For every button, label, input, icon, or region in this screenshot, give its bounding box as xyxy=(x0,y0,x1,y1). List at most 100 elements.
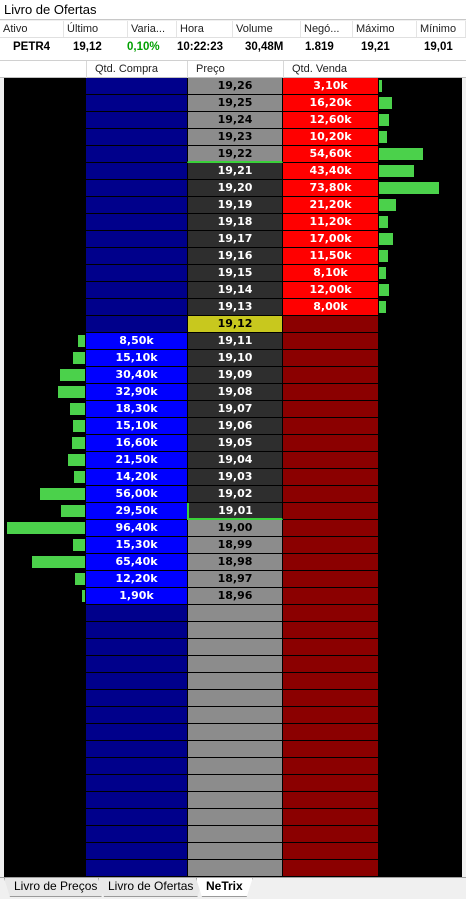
book-row[interactable] xyxy=(4,639,462,656)
sell-qty-cell[interactable] xyxy=(283,486,378,503)
price-cell[interactable]: 19,23 xyxy=(187,129,283,146)
buy-qty-cell[interactable] xyxy=(86,758,187,775)
price-cell[interactable] xyxy=(187,673,283,690)
sell-qty-cell[interactable] xyxy=(283,350,378,367)
buy-qty-cell[interactable]: 15,30k xyxy=(86,537,187,554)
price-cell[interactable]: 19,13 xyxy=(187,299,283,316)
book-row[interactable]: 65,40k 18,98 xyxy=(4,554,462,571)
sell-qty-cell[interactable] xyxy=(283,537,378,554)
price-cell[interactable]: 19,07 xyxy=(187,401,283,418)
price-cell[interactable]: 19,25 xyxy=(187,95,283,112)
sell-qty-cell[interactable] xyxy=(283,843,378,860)
book-row[interactable]: 19,20 73,80k xyxy=(4,180,462,197)
buy-qty-cell[interactable] xyxy=(86,605,187,622)
sell-qty-cell[interactable]: 21,20k xyxy=(283,197,378,214)
price-cell[interactable]: 19,05 xyxy=(187,435,283,452)
price-cell[interactable] xyxy=(187,860,283,877)
price-cell[interactable]: 18,96 xyxy=(187,588,283,605)
price-cell[interactable] xyxy=(187,690,283,707)
buy-qty-cell[interactable]: 18,30k xyxy=(86,401,187,418)
sell-qty-cell[interactable]: 54,60k xyxy=(283,146,378,163)
header-ultimo[interactable]: Último xyxy=(64,21,128,37)
buy-qty-cell[interactable] xyxy=(86,146,187,163)
price-cell[interactable]: 19,02 xyxy=(187,486,283,503)
book-row[interactable] xyxy=(4,707,462,724)
book-row[interactable]: 19,16 11,50k xyxy=(4,248,462,265)
sell-qty-cell[interactable] xyxy=(283,792,378,809)
price-cell[interactable]: 19,08 xyxy=(187,384,283,401)
book-row[interactable]: 19,17 17,00k xyxy=(4,231,462,248)
buy-qty-cell[interactable] xyxy=(86,129,187,146)
sell-qty-cell[interactable]: 16,20k xyxy=(283,95,378,112)
book-row[interactable]: 19,25 16,20k xyxy=(4,95,462,112)
buy-qty-cell[interactable] xyxy=(86,299,187,316)
price-cell[interactable] xyxy=(187,758,283,775)
book-row[interactable]: 19,21 43,40k xyxy=(4,163,462,180)
book-row[interactable]: 19,24 12,60k xyxy=(4,112,462,129)
buy-qty-cell[interactable] xyxy=(86,316,187,333)
book-row[interactable] xyxy=(4,775,462,792)
book-row[interactable] xyxy=(4,741,462,758)
book-row[interactable] xyxy=(4,809,462,826)
buy-qty-cell[interactable] xyxy=(86,248,187,265)
price-cell[interactable] xyxy=(187,707,283,724)
buy-qty-cell[interactable]: 65,40k xyxy=(86,554,187,571)
price-cell[interactable]: 19,19 xyxy=(187,197,283,214)
book-row[interactable]: 56,00k 19,02 xyxy=(4,486,462,503)
sell-qty-cell[interactable] xyxy=(283,639,378,656)
book-row[interactable]: 19,19 21,20k xyxy=(4,197,462,214)
buy-qty-cell[interactable] xyxy=(86,622,187,639)
price-cell[interactable] xyxy=(187,622,283,639)
sell-qty-cell[interactable] xyxy=(283,588,378,605)
book-row[interactable] xyxy=(4,826,462,843)
buy-qty-cell[interactable] xyxy=(86,231,187,248)
sell-qty-cell[interactable] xyxy=(283,316,378,333)
sell-qty-cell[interactable] xyxy=(283,673,378,690)
price-cell[interactable]: 19,15 xyxy=(187,265,283,282)
book-row[interactable]: 15,10k 19,10 xyxy=(4,350,462,367)
sell-qty-cell[interactable] xyxy=(283,707,378,724)
header-minimo[interactable]: Mínimo xyxy=(417,21,466,37)
sell-qty-cell[interactable]: 73,80k xyxy=(283,180,378,197)
book-row[interactable]: 19,23 10,20k xyxy=(4,129,462,146)
sell-qty-cell[interactable] xyxy=(283,605,378,622)
price-cell[interactable]: 19,09 xyxy=(187,367,283,384)
sell-qty-cell[interactable] xyxy=(283,401,378,418)
price-cell[interactable] xyxy=(187,741,283,758)
order-book-grid[interactable]: 19,26 3,10k 19,25 16,20k 19,24 12,60k 19,23 10,… xyxy=(4,78,462,877)
buy-qty-cell[interactable] xyxy=(86,843,187,860)
sell-qty-cell[interactable] xyxy=(283,809,378,826)
buy-qty-cell[interactable] xyxy=(86,792,187,809)
price-cell[interactable]: 19,17 xyxy=(187,231,283,248)
book-row[interactable] xyxy=(4,843,462,860)
sell-qty-cell[interactable] xyxy=(283,469,378,486)
sell-qty-cell[interactable] xyxy=(283,690,378,707)
buy-qty-cell[interactable]: 16,60k xyxy=(86,435,187,452)
buy-qty-cell[interactable]: 12,20k xyxy=(86,571,187,588)
book-row[interactable]: 19,12 xyxy=(4,316,462,333)
price-cell[interactable]: 18,98 xyxy=(187,554,283,571)
book-row[interactable]: 19,13 8,00k xyxy=(4,299,462,316)
book-row[interactable]: 14,20k 19,03 xyxy=(4,469,462,486)
buy-qty-cell[interactable]: 30,40k xyxy=(86,367,187,384)
buy-qty-cell[interactable] xyxy=(86,265,187,282)
book-row[interactable] xyxy=(4,690,462,707)
header-volume[interactable]: Volume xyxy=(233,21,301,37)
sell-qty-cell[interactable]: 10,20k xyxy=(283,129,378,146)
book-row[interactable] xyxy=(4,758,462,775)
buy-qty-cell[interactable]: 21,50k xyxy=(86,452,187,469)
column-price-header[interactable]: Preço xyxy=(187,61,283,78)
sell-qty-cell[interactable] xyxy=(283,554,378,571)
sell-qty-cell[interactable] xyxy=(283,860,378,877)
book-row[interactable] xyxy=(4,622,462,639)
price-cell[interactable]: 19,21 xyxy=(187,163,283,180)
buy-qty-cell[interactable] xyxy=(86,163,187,180)
buy-qty-cell[interactable] xyxy=(86,809,187,826)
book-row[interactable]: 21,50k 19,04 xyxy=(4,452,462,469)
book-row[interactable]: 1,90k 18,96 xyxy=(4,588,462,605)
sell-qty-cell[interactable]: 43,40k xyxy=(283,163,378,180)
sell-qty-cell[interactable]: 8,10k xyxy=(283,265,378,282)
buy-qty-cell[interactable] xyxy=(86,214,187,231)
price-cell[interactable]: 19,16 xyxy=(187,248,283,265)
book-row[interactable]: 19,15 8,10k xyxy=(4,265,462,282)
